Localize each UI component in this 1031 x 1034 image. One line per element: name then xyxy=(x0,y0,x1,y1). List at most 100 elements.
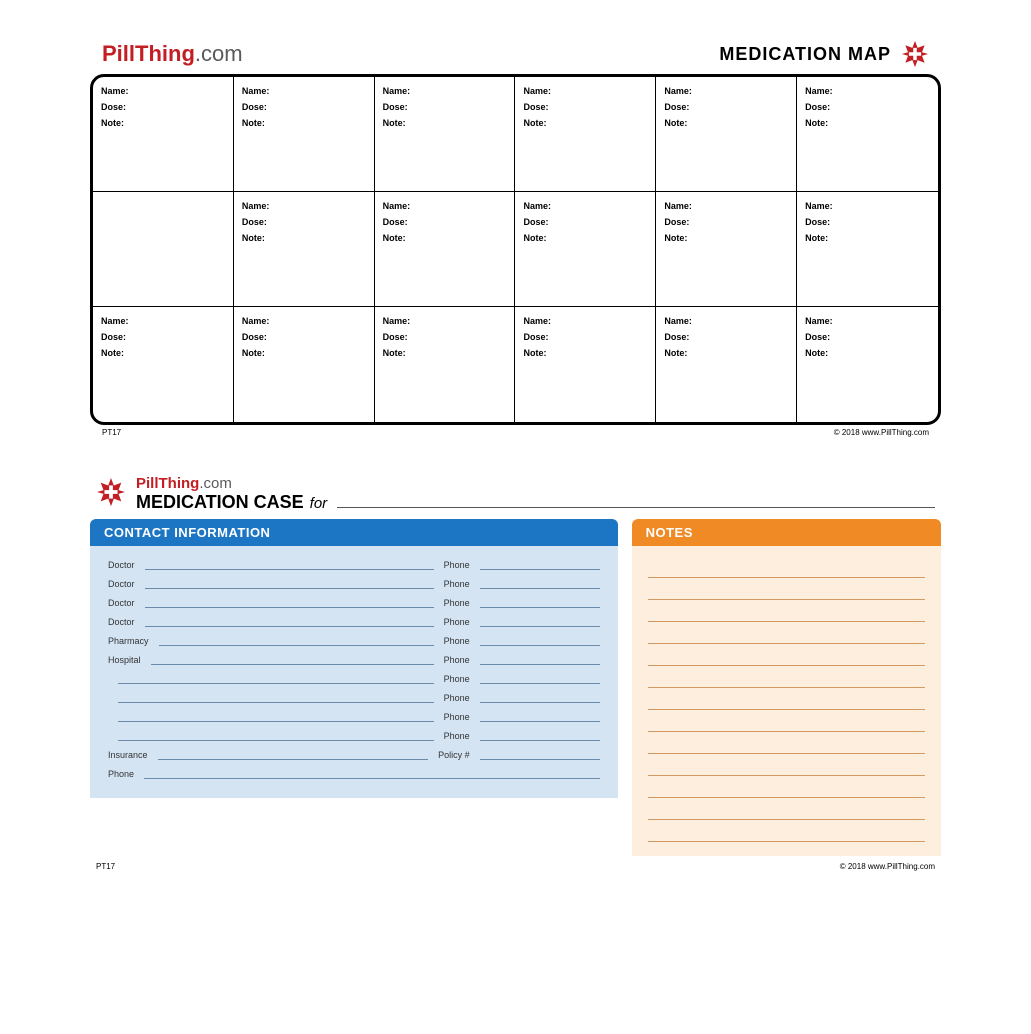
med-cell xyxy=(93,192,234,307)
contact-row: Phone xyxy=(108,731,600,741)
contact-line xyxy=(159,636,434,646)
cell-dose-label: Dose: xyxy=(101,329,225,345)
contact-right-label: Phone xyxy=(444,579,470,589)
contact-row: HospitalPhone xyxy=(108,655,600,665)
contact-row: DoctorPhone xyxy=(108,617,600,627)
contact-line xyxy=(151,655,434,665)
cell-name-label: Name: xyxy=(383,83,507,99)
note-line xyxy=(648,692,925,710)
cell-dose-label: Dose: xyxy=(805,214,930,230)
note-line xyxy=(648,824,925,842)
contact-row: Pharmacy Phone xyxy=(108,636,600,646)
contact-right-line xyxy=(480,579,600,589)
contact-right-line xyxy=(480,560,600,570)
cell-note-label: Note: xyxy=(383,230,507,246)
cell-dose-label: Dose: xyxy=(664,214,788,230)
note-line xyxy=(648,714,925,732)
map-title-block: MEDICATION MAP xyxy=(719,40,929,68)
contact-line xyxy=(118,693,434,703)
contact-row: Phone xyxy=(108,712,600,722)
contact-right-line xyxy=(480,731,600,741)
contact-row: DoctorPhone xyxy=(108,560,600,570)
cell-note-label: Note: xyxy=(242,230,366,246)
cell-name-label: Name: xyxy=(805,198,930,214)
note-line xyxy=(648,648,925,666)
contact-right-line xyxy=(480,712,600,722)
contact-right-line xyxy=(480,636,600,646)
cell-name-label: Name: xyxy=(101,313,225,329)
note-line xyxy=(648,560,925,578)
case-name-line xyxy=(337,494,935,508)
contact-line xyxy=(158,750,429,760)
note-line xyxy=(648,626,925,644)
cell-note-label: Note: xyxy=(664,345,788,361)
med-cell: Name:Dose:Note: xyxy=(234,307,375,422)
med-cell: Name:Dose:Note: xyxy=(515,192,656,307)
contact-right-label: Phone xyxy=(444,636,470,646)
cell-name-label: Name: xyxy=(523,83,647,99)
med-cell: Name:Dose:Note: xyxy=(93,307,234,422)
cell-dose-label: Dose: xyxy=(523,214,647,230)
cell-dose-label: Dose: xyxy=(242,99,366,115)
med-cell: Name:Dose:Note: xyxy=(515,77,656,192)
med-cell: Name:Dose:Note: xyxy=(93,77,234,192)
notes-panel: NOTES xyxy=(632,519,941,856)
notes-header: NOTES xyxy=(632,519,941,546)
contact-right-label: Phone xyxy=(444,617,470,627)
contact-row: DoctorPhone xyxy=(108,598,600,608)
contact-label: Pharmacy xyxy=(108,636,149,646)
contact-row: DoctorPhone xyxy=(108,579,600,589)
contact-label: Hospital xyxy=(108,655,141,665)
cell-name-label: Name: xyxy=(664,83,788,99)
contact-row: Phone xyxy=(108,769,600,779)
map-header: PillThing.com MEDICATION MAP xyxy=(102,40,929,68)
notes-body xyxy=(632,546,941,856)
case-title-line: MEDICATION CASE for xyxy=(136,492,935,513)
cell-note-label: Note: xyxy=(664,230,788,246)
contact-line xyxy=(145,579,434,589)
contact-right-line xyxy=(480,693,600,703)
cell-note-label: Note: xyxy=(101,115,225,131)
medical-star-icon xyxy=(96,477,126,507)
contact-right-label: Phone xyxy=(444,674,470,684)
cell-name-label: Name: xyxy=(664,198,788,214)
med-cell: Name:Dose:Note: xyxy=(797,192,938,307)
med-cell: Name:Dose:Note: xyxy=(375,77,516,192)
contact-right-line xyxy=(480,617,600,627)
med-cell: Name:Dose:Note: xyxy=(234,192,375,307)
contact-right-label: Phone xyxy=(444,598,470,608)
cell-dose-label: Dose: xyxy=(523,329,647,345)
cell-name-label: Name: xyxy=(242,83,366,99)
contact-label: Doctor xyxy=(108,560,135,570)
contact-line xyxy=(118,674,434,684)
cell-name-label: Name: xyxy=(242,198,366,214)
contact-body: DoctorPhoneDoctorPhoneDoctorPhoneDoctorP… xyxy=(90,546,618,798)
contact-right-label: Phone xyxy=(444,712,470,722)
note-line xyxy=(648,582,925,600)
contact-right-line xyxy=(480,598,600,608)
cell-note-label: Note: xyxy=(523,230,647,246)
contact-line xyxy=(145,598,434,608)
note-line xyxy=(648,670,925,688)
cell-name-label: Name: xyxy=(383,198,507,214)
cell-name-label: Name: xyxy=(805,83,930,99)
contact-right-line xyxy=(480,674,600,684)
cell-dose-label: Dose: xyxy=(664,329,788,345)
note-line xyxy=(648,736,925,754)
cell-name-label: Name: xyxy=(101,83,225,99)
case-for-label: for xyxy=(310,495,328,512)
brand-logo-small: PillThing.com xyxy=(136,475,935,492)
case-copyright: © 2018 www.PillThing.com xyxy=(840,862,935,871)
cell-name-label: Name: xyxy=(805,313,930,329)
brand-red: PillThing xyxy=(102,41,195,66)
cell-note-label: Note: xyxy=(383,345,507,361)
cell-note-label: Note: xyxy=(242,345,366,361)
cell-dose-label: Dose: xyxy=(383,99,507,115)
contact-right-label: Phone xyxy=(444,693,470,703)
cell-note-label: Note: xyxy=(101,345,225,361)
contact-line xyxy=(118,712,434,722)
cell-note-label: Note: xyxy=(383,115,507,131)
cell-note-label: Note: xyxy=(523,345,647,361)
cell-note-label: Note: xyxy=(242,115,366,131)
cell-dose-label: Dose: xyxy=(101,99,225,115)
